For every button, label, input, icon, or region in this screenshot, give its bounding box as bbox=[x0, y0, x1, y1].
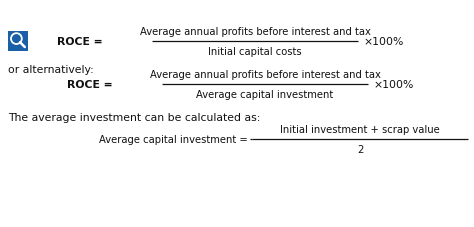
FancyBboxPatch shape bbox=[8, 32, 28, 52]
Circle shape bbox=[11, 34, 22, 45]
Text: Average annual profits before interest and tax: Average annual profits before interest a… bbox=[139, 27, 371, 37]
Text: ×100%: ×100% bbox=[364, 37, 404, 47]
Text: Average capital investment =: Average capital investment = bbox=[99, 134, 248, 144]
Text: Initial capital costs: Initial capital costs bbox=[208, 47, 302, 57]
Text: ROCE =: ROCE = bbox=[57, 37, 103, 47]
Text: ROCE =: ROCE = bbox=[67, 80, 113, 90]
Text: 2: 2 bbox=[357, 144, 363, 154]
Text: Average annual profits before interest and tax: Average annual profits before interest a… bbox=[150, 70, 381, 80]
Text: The average investment can be calculated as:: The average investment can be calculated… bbox=[8, 113, 260, 122]
Text: Average capital investment: Average capital investment bbox=[196, 90, 334, 100]
Text: or alternatively:: or alternatively: bbox=[8, 65, 94, 75]
Text: ×100%: ×100% bbox=[374, 80, 414, 90]
Text: Initial investment + scrap value: Initial investment + scrap value bbox=[280, 124, 440, 134]
Circle shape bbox=[13, 36, 20, 43]
